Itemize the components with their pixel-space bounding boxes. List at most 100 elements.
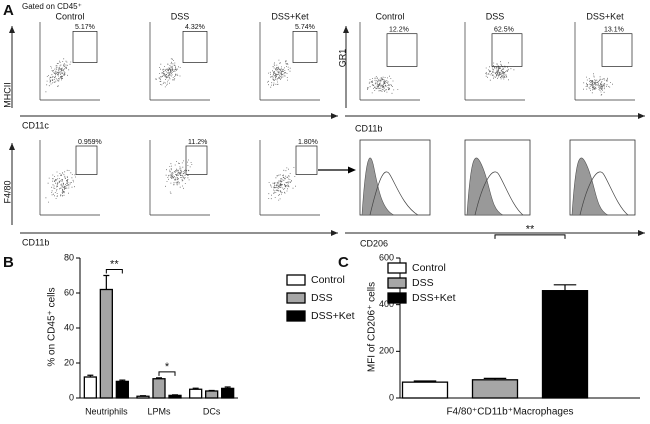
event-dots bbox=[165, 159, 193, 194]
error-bar bbox=[172, 394, 178, 396]
legend-label: DSS+Ket bbox=[311, 310, 355, 322]
error-bar bbox=[87, 374, 94, 377]
error-bar bbox=[156, 377, 162, 379]
arrow-head bbox=[9, 143, 15, 150]
event-dots bbox=[583, 73, 613, 96]
significance-mark: * bbox=[165, 361, 170, 373]
event-dots bbox=[155, 58, 181, 88]
bar bbox=[99, 288, 113, 399]
x-tick-label: Neutriphils bbox=[85, 406, 128, 416]
bar bbox=[205, 390, 219, 399]
bar bbox=[115, 380, 129, 399]
gate bbox=[72, 31, 98, 63]
x-axis-label: CD11c bbox=[22, 120, 49, 130]
isotype-histogram bbox=[571, 157, 609, 216]
x-axis-label: CD11b bbox=[22, 237, 49, 247]
x-axis-label: CD11b bbox=[355, 123, 382, 133]
bar bbox=[401, 381, 449, 399]
arrow-head bbox=[638, 230, 645, 236]
gate-percent: 5.17% bbox=[75, 24, 95, 31]
gate-percent: 0.959% bbox=[78, 139, 102, 146]
gate-percent: 62.5% bbox=[494, 27, 514, 34]
sample-title: DSS+Ket bbox=[586, 11, 624, 21]
gate bbox=[386, 33, 418, 67]
bar bbox=[189, 388, 203, 399]
legend-swatch bbox=[387, 262, 407, 274]
gate bbox=[292, 31, 318, 63]
y-tick-label: 80 bbox=[64, 252, 74, 262]
legend-swatch bbox=[387, 292, 407, 304]
error-bar bbox=[483, 377, 507, 380]
event-dots bbox=[45, 169, 76, 203]
isotype-histogram bbox=[466, 157, 504, 216]
legend-swatch bbox=[286, 274, 306, 286]
arrow-head bbox=[348, 166, 356, 174]
sample-title: Control bbox=[55, 11, 84, 21]
bar bbox=[221, 387, 235, 399]
significance-bracket bbox=[158, 371, 176, 376]
y-tick-label: 400 bbox=[379, 299, 394, 309]
y-tick-label: 0 bbox=[389, 392, 394, 402]
isotype-histogram bbox=[361, 157, 395, 216]
y-axis-label: MFI of CD206⁺ cells bbox=[367, 282, 378, 372]
error-bar bbox=[413, 380, 437, 383]
bar bbox=[152, 378, 166, 399]
arrow-head bbox=[343, 26, 349, 33]
legend-swatch bbox=[286, 292, 306, 304]
event-dots bbox=[485, 61, 515, 81]
y-tick-label: 40 bbox=[64, 322, 74, 332]
bar bbox=[471, 379, 519, 399]
sample-title: DSS bbox=[171, 11, 190, 21]
gate bbox=[601, 33, 633, 67]
event-dots bbox=[267, 59, 291, 88]
x-tick-label: DCs bbox=[203, 406, 221, 416]
arrow-head bbox=[331, 230, 338, 236]
gate bbox=[75, 145, 98, 175]
legend-label: DSS bbox=[412, 277, 434, 289]
x-axis-label: CD206 bbox=[360, 238, 388, 248]
event-dots bbox=[45, 58, 72, 93]
gate-percent: 1.80% bbox=[298, 139, 318, 146]
cd206-histogram bbox=[474, 171, 524, 216]
y-axis-label: GR1 bbox=[337, 49, 347, 68]
gate-percent: 5.74% bbox=[295, 24, 315, 31]
legend-label: Control bbox=[311, 274, 345, 286]
gating-note: Gated on CD45⁺ bbox=[22, 2, 82, 11]
y-tick-label: 200 bbox=[379, 346, 394, 356]
event-dots bbox=[367, 75, 399, 94]
sample-title: DSS+Ket bbox=[271, 11, 309, 21]
legend-swatch bbox=[286, 310, 306, 322]
cd206-histogram bbox=[369, 171, 419, 216]
significance-bracket bbox=[494, 234, 566, 239]
y-tick-label: 60 bbox=[64, 287, 74, 297]
sample-title: Control bbox=[375, 11, 404, 21]
legend-label: Control bbox=[412, 262, 446, 274]
error-bar bbox=[224, 386, 231, 389]
y-axis-label: MHCII bbox=[2, 82, 12, 108]
gate bbox=[182, 31, 208, 63]
y-tick-label: 0 bbox=[69, 392, 74, 402]
bar bbox=[541, 290, 589, 399]
sample-title: DSS bbox=[486, 11, 505, 21]
y-axis-label: F4/80 bbox=[2, 180, 12, 203]
panel-label: C bbox=[338, 254, 349, 271]
significance-mark: ** bbox=[110, 258, 119, 270]
panel-label: A bbox=[3, 2, 14, 19]
bar bbox=[136, 395, 150, 399]
gate-percent: 11.2% bbox=[188, 139, 207, 146]
error-bar bbox=[192, 387, 199, 390]
error-bar bbox=[103, 274, 110, 290]
significance-bracket bbox=[105, 269, 123, 274]
gate bbox=[491, 33, 523, 67]
arrow-head bbox=[331, 113, 338, 119]
significance-mark: ** bbox=[526, 224, 535, 236]
y-tick-label: 20 bbox=[64, 357, 74, 367]
gate bbox=[295, 145, 318, 175]
legend-swatch bbox=[387, 277, 407, 289]
bar bbox=[168, 394, 182, 399]
legend-label: DSS+Ket bbox=[412, 292, 456, 304]
histogram-frame bbox=[359, 139, 431, 216]
y-tick-label: 600 bbox=[379, 252, 394, 262]
error-bar bbox=[140, 395, 146, 397]
